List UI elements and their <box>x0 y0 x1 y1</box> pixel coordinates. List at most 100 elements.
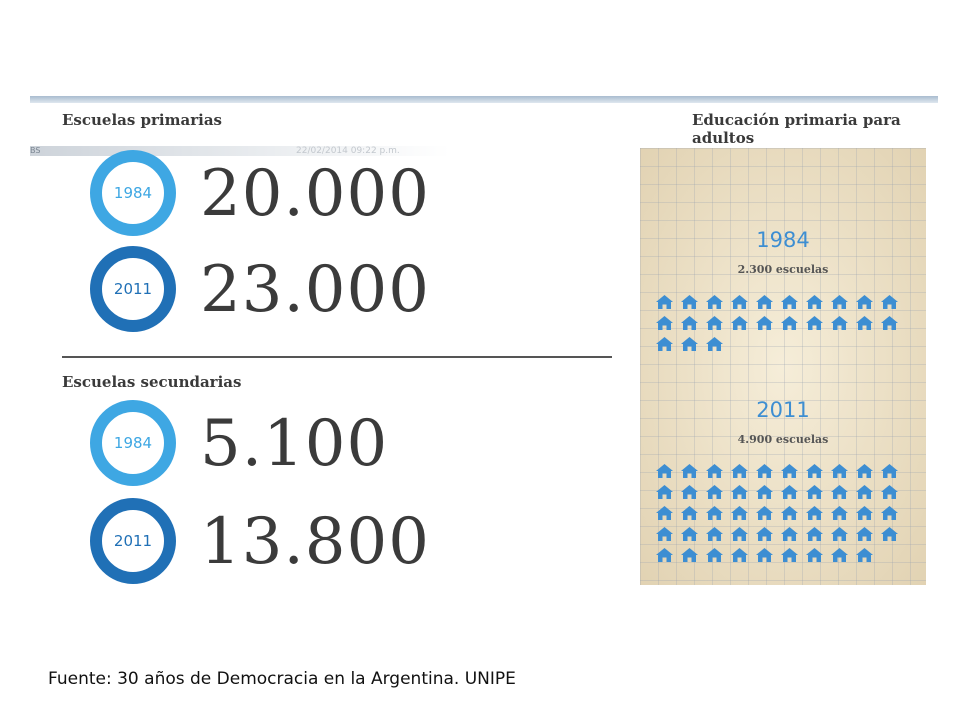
school-icon <box>806 316 823 330</box>
school-icon <box>706 316 723 330</box>
school-icon <box>781 464 798 478</box>
school-icon <box>781 506 798 520</box>
year-label: 2011 <box>113 280 153 298</box>
school-icon <box>831 506 848 520</box>
adultos-year-1984: 1984 <box>756 228 810 252</box>
school-icon <box>681 295 698 309</box>
school-icon <box>681 527 698 541</box>
school-icon <box>806 506 823 520</box>
adultos-heading: Educación primaria para adultos <box>692 111 901 147</box>
school-icon <box>706 548 723 562</box>
year-ring-2011: 2011 <box>90 246 176 332</box>
year-ring-2011: 2011 <box>90 498 176 584</box>
school-icon <box>881 485 898 499</box>
year-ring-1984: 1984 <box>90 400 176 486</box>
school-icon <box>706 485 723 499</box>
school-icon <box>806 464 823 478</box>
secundarias-heading: Escuelas secundarias <box>62 373 242 391</box>
school-icon <box>831 548 848 562</box>
school-icon <box>706 295 723 309</box>
stamp-edge-text: BS <box>30 146 41 155</box>
school-icon <box>731 464 748 478</box>
school-icons-1984 <box>656 295 906 358</box>
school-icon <box>806 485 823 499</box>
primarias-value-1984: 20.000 <box>200 157 430 231</box>
school-icon <box>856 464 873 478</box>
secundarias-value-2011: 13.800 <box>200 505 430 579</box>
school-icon <box>756 464 773 478</box>
primarias-heading: Escuelas primarias <box>62 111 222 129</box>
school-icon <box>656 548 673 562</box>
school-icon <box>806 548 823 562</box>
source-caption: Fuente: 30 años de Democracia en la Arge… <box>48 669 516 689</box>
school-icon <box>781 295 798 309</box>
school-icon <box>756 506 773 520</box>
school-icon <box>806 295 823 309</box>
school-icon <box>756 527 773 541</box>
school-icon <box>656 527 673 541</box>
school-icon <box>781 316 798 330</box>
school-icon <box>681 464 698 478</box>
school-icon <box>731 527 748 541</box>
school-icon <box>781 527 798 541</box>
school-icon <box>856 485 873 499</box>
section-divider <box>62 356 612 358</box>
school-icon <box>856 548 873 562</box>
school-icon <box>731 506 748 520</box>
school-icon <box>831 485 848 499</box>
adultos-year-2011: 2011 <box>756 398 810 422</box>
school-icons-2011 <box>656 464 906 569</box>
school-icon <box>856 506 873 520</box>
school-icon <box>881 295 898 309</box>
school-icon <box>831 316 848 330</box>
school-icon <box>756 485 773 499</box>
school-icon <box>681 316 698 330</box>
school-icon <box>681 337 698 351</box>
school-icon <box>756 295 773 309</box>
primarias-value-2011: 23.000 <box>200 253 430 327</box>
school-icon <box>731 485 748 499</box>
school-icon <box>831 527 848 541</box>
school-icon <box>856 316 873 330</box>
school-icon <box>656 337 673 351</box>
school-icon <box>756 548 773 562</box>
school-icon <box>756 316 773 330</box>
school-icon <box>881 527 898 541</box>
school-icon <box>706 464 723 478</box>
top-rule <box>30 96 938 103</box>
school-icon <box>731 316 748 330</box>
school-icon <box>656 506 673 520</box>
school-icon <box>881 464 898 478</box>
school-icon <box>656 295 673 309</box>
school-icon <box>706 527 723 541</box>
secundarias-value-1984: 5.100 <box>200 407 389 481</box>
school-icon <box>831 464 848 478</box>
school-icon <box>706 337 723 351</box>
year-ring-1984: 1984 <box>90 150 176 236</box>
timestamp-stamp: 22/02/2014 09:22 p.m. <box>296 146 400 156</box>
adultos-count-1984: 2.300 escuelas <box>737 263 829 276</box>
school-icon <box>681 485 698 499</box>
adultos-infographic: 1984 2.300 escuelas 2011 4.900 escuelas <box>640 148 926 585</box>
school-icon <box>856 527 873 541</box>
school-icon <box>856 295 873 309</box>
school-icon <box>831 295 848 309</box>
school-icon <box>781 548 798 562</box>
school-icon <box>806 527 823 541</box>
adultos-count-2011: 4.900 escuelas <box>737 433 829 446</box>
school-icon <box>731 295 748 309</box>
school-icon <box>781 485 798 499</box>
school-icon <box>681 506 698 520</box>
school-icon <box>731 548 748 562</box>
year-label: 1984 <box>113 184 153 202</box>
school-icon <box>656 464 673 478</box>
year-label: 1984 <box>113 434 153 452</box>
year-label: 2011 <box>113 532 153 550</box>
school-icon <box>681 548 698 562</box>
school-icon <box>656 316 673 330</box>
scan-strip <box>30 146 450 156</box>
school-icon <box>881 316 898 330</box>
school-icon <box>706 506 723 520</box>
school-icon <box>656 485 673 499</box>
school-icon <box>881 506 898 520</box>
